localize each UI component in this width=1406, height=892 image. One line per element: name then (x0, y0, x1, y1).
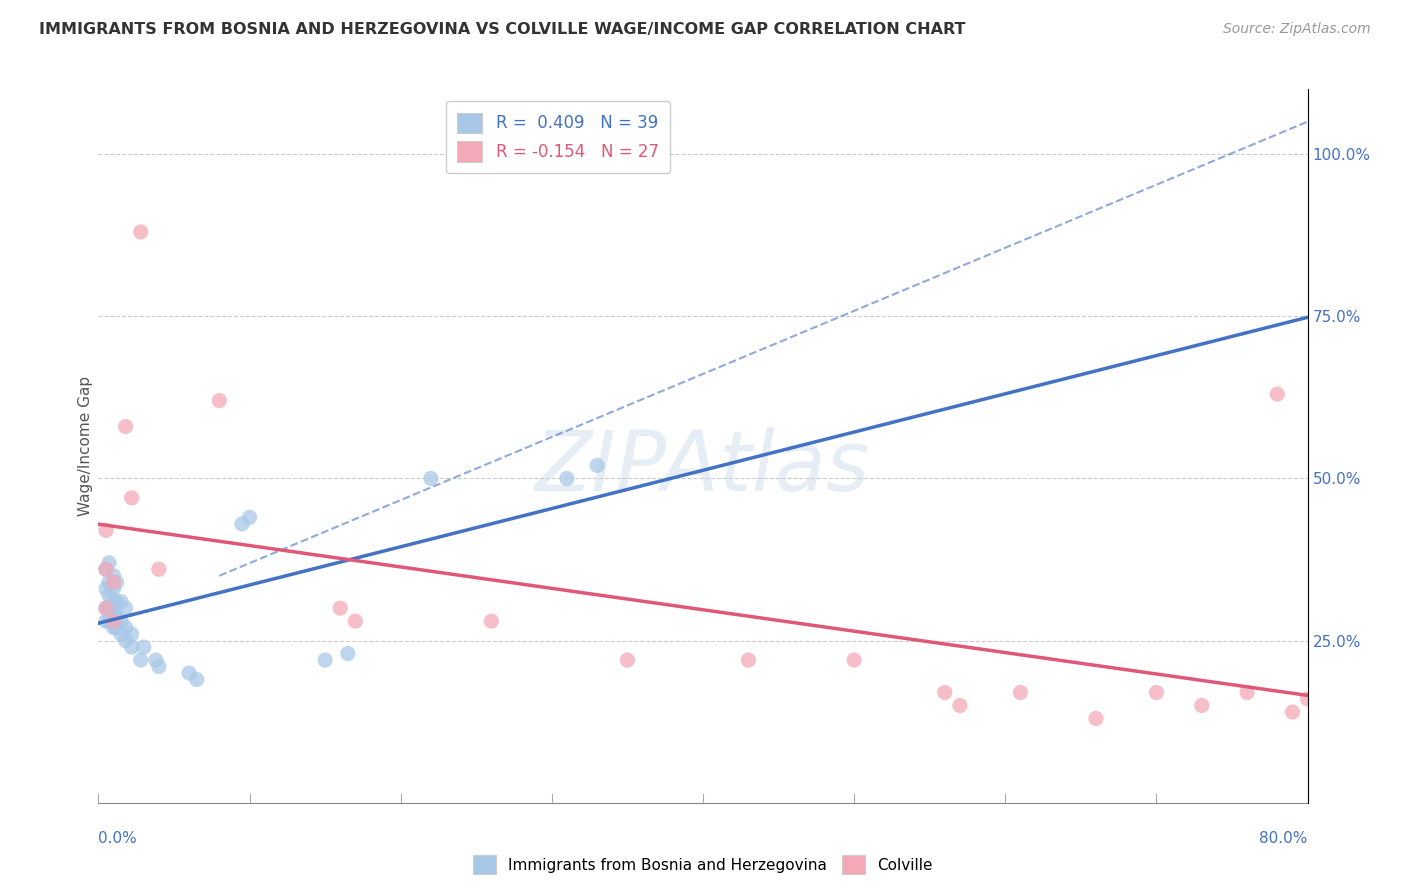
Point (1010, 685, 1032, 699)
Point (114, 621, 136, 635)
Point (132, 640, 155, 654)
Point (105, 621, 128, 635)
Point (114, 601, 136, 615)
Point (110, 627, 132, 641)
Text: ZIPAtlas: ZIPAtlas (536, 427, 870, 508)
Point (148, 659, 170, 673)
Point (98, 556, 121, 570)
Point (949, 698, 972, 713)
Point (208, 393, 231, 408)
Point (934, 685, 956, 699)
Point (344, 614, 367, 628)
Point (105, 607, 128, 622)
Point (94, 614, 117, 628)
Point (121, 627, 143, 641)
Point (98, 601, 121, 615)
Point (1296, 692, 1319, 706)
Point (121, 491, 143, 505)
Point (121, 640, 143, 654)
Point (110, 614, 132, 628)
Point (420, 471, 443, 485)
Point (103, 607, 125, 622)
Point (231, 516, 253, 531)
Point (737, 653, 759, 667)
Legend: R =  0.409   N = 39, R = -0.154   N = 27: R = 0.409 N = 39, R = -0.154 N = 27 (446, 101, 671, 173)
Point (1267, 387, 1289, 401)
Point (98, 575, 121, 590)
Point (616, 653, 638, 667)
Point (1144, 685, 1167, 699)
Point (94, 601, 117, 615)
Point (94, 524, 117, 538)
Point (555, 471, 578, 485)
Point (98, 614, 121, 628)
Point (129, 225, 152, 239)
Point (336, 647, 359, 661)
Point (1327, 685, 1350, 699)
Point (481, 614, 503, 628)
Point (1236, 685, 1258, 699)
Point (314, 653, 336, 667)
Point (145, 653, 167, 667)
Text: Source: ZipAtlas.com: Source: ZipAtlas.com (1223, 22, 1371, 37)
Point (110, 595, 132, 609)
Point (103, 595, 125, 609)
Legend: Immigrants from Bosnia and Herzegovina, Colville: Immigrants from Bosnia and Herzegovina, … (467, 849, 939, 880)
Point (105, 595, 128, 609)
Point (844, 653, 866, 667)
Point (103, 614, 125, 628)
Point (586, 458, 609, 473)
Point (114, 633, 136, 648)
Point (129, 653, 152, 667)
Point (94, 562, 117, 576)
Point (1281, 705, 1303, 719)
Text: IMMIGRANTS FROM BOSNIA AND HERZEGOVINA VS COLVILLE WAGE/INCOME GAP CORRELATION C: IMMIGRANTS FROM BOSNIA AND HERZEGOVINA V… (39, 22, 966, 37)
Point (103, 575, 125, 590)
Point (148, 562, 170, 576)
Text: 0.0%: 0.0% (98, 831, 138, 847)
Point (94, 562, 117, 576)
Point (1085, 711, 1108, 725)
Point (103, 621, 125, 635)
Point (94, 601, 117, 615)
Point (329, 601, 352, 615)
Point (103, 582, 125, 596)
Y-axis label: Wage/Income Gap: Wage/Income Gap (77, 376, 93, 516)
Point (105, 575, 128, 590)
Point (239, 510, 262, 524)
Point (186, 673, 208, 687)
Point (94, 582, 117, 596)
Point (103, 568, 125, 582)
Point (179, 666, 201, 681)
Point (1191, 698, 1213, 713)
Point (114, 419, 136, 434)
Point (98, 588, 121, 602)
Text: 80.0%: 80.0% (1260, 831, 1308, 847)
